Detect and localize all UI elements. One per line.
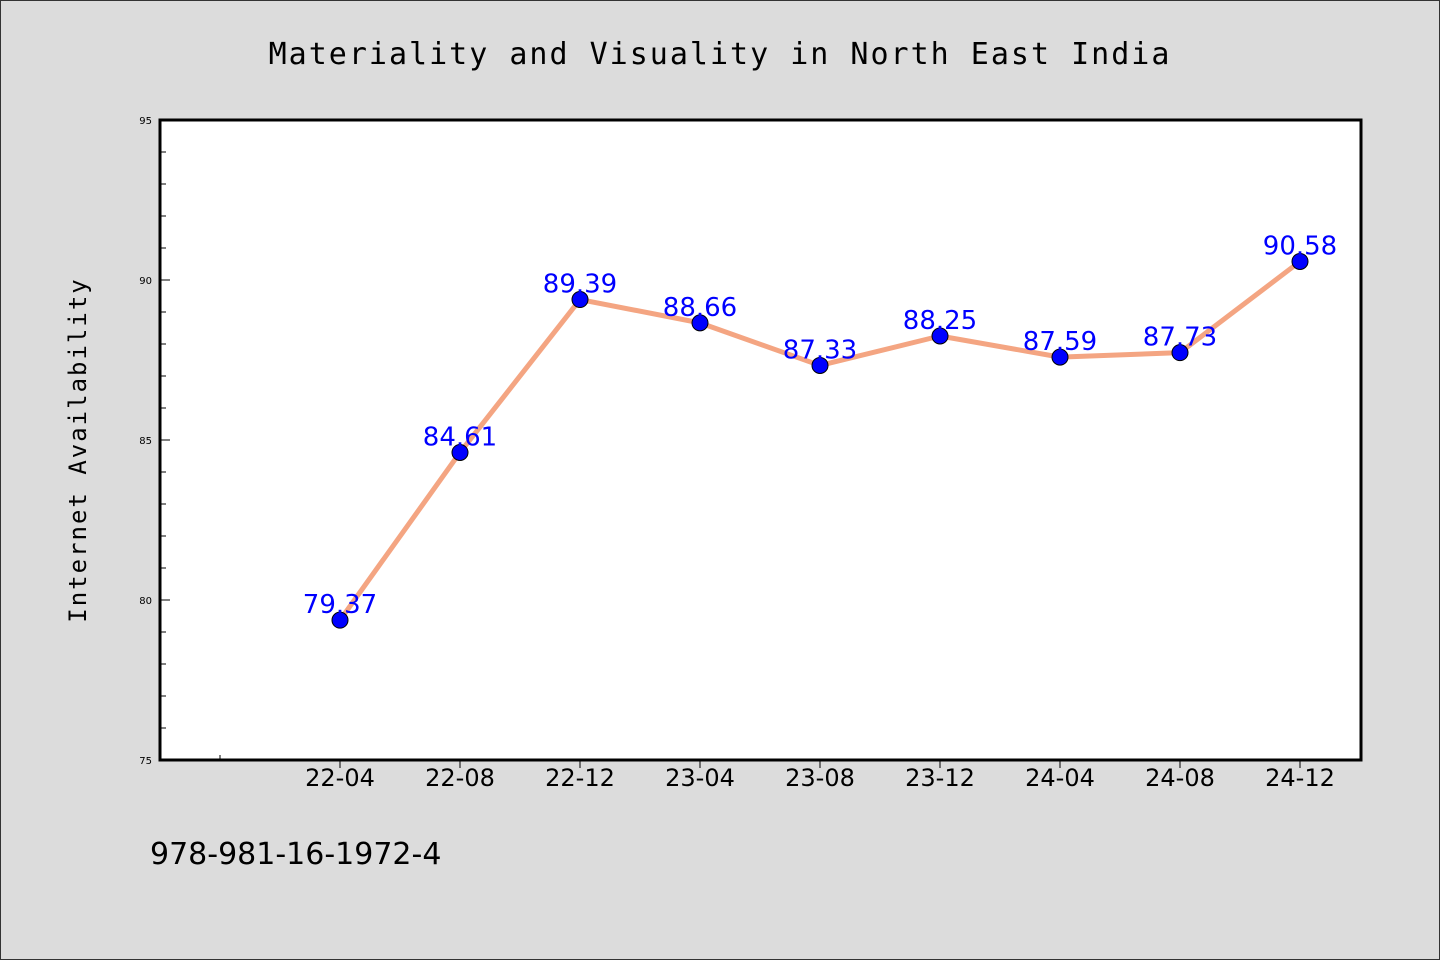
data-point <box>451 443 469 461</box>
series-layer: 79.37 84.61 89.39 88.66 87.33 88.25 87.59 87.73… <box>303 231 1337 629</box>
data-label: 88.66 <box>663 293 737 323</box>
y-tick-label: 75 <box>139 756 152 767</box>
x-tick-label: 23-08 <box>785 764 855 792</box>
data-label: 84.61 <box>423 422 497 452</box>
data-point <box>1291 252 1309 270</box>
data-point <box>1051 348 1069 366</box>
data-label: 87.59 <box>1023 327 1097 357</box>
data-label: 89.39 <box>543 270 617 300</box>
x-tick-label: 22-12 <box>545 764 615 792</box>
x-tick-label: 24-12 <box>1265 764 1335 792</box>
x-tick-label: 22-04 <box>305 764 375 792</box>
x-tick-label: 24-04 <box>1025 764 1095 792</box>
data-label: 88.25 <box>903 306 977 336</box>
x-tick-label: 22-08 <box>425 764 495 792</box>
data-point <box>691 314 709 332</box>
data-point <box>1171 344 1189 362</box>
data-point <box>811 356 829 374</box>
x-tick-label: 23-12 <box>905 764 975 792</box>
chart-title: Materiality and Visuality in North East … <box>269 37 1172 72</box>
y-tick-label: 90 <box>139 276 152 287</box>
data-point <box>931 327 949 345</box>
y-tick-label: 95 <box>139 116 152 127</box>
x-tick-label: 23-04 <box>665 764 735 792</box>
footnote-text: 978-981-16-1972-4 <box>150 837 441 872</box>
y-tick-label: 80 <box>139 596 152 607</box>
data-label: 87.73 <box>1143 323 1217 353</box>
x-axis-ticks: 22-04 22-08 22-12 23-04 23-08 23-12 24-04 24-08… <box>219 755 1335 792</box>
x-tick-label: 24-08 <box>1145 764 1215 792</box>
y-tick-label: 85 <box>139 436 152 447</box>
data-point <box>331 611 349 629</box>
data-label: 79.37 <box>303 590 377 620</box>
plot-area <box>160 120 1361 760</box>
data-label: 90.58 <box>1263 231 1337 261</box>
data-point <box>571 291 589 309</box>
data-label: 87.33 <box>783 335 857 365</box>
plot-border <box>158 118 1363 762</box>
y-axis-label: Internet Availability <box>64 277 92 622</box>
